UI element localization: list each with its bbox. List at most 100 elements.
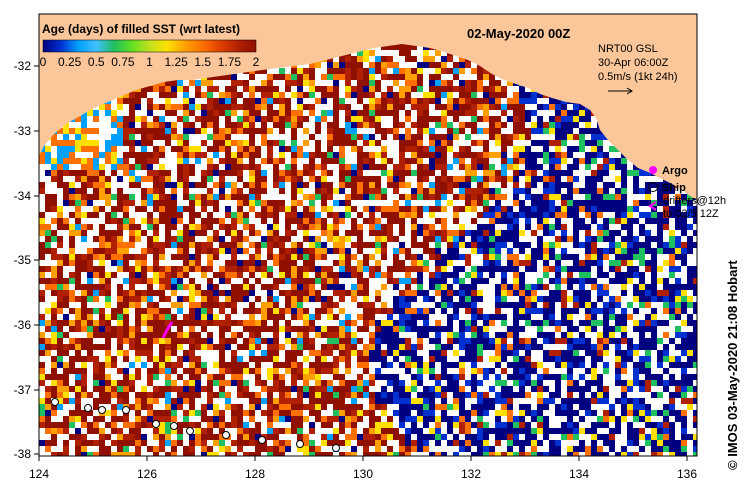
sst-cell <box>177 212 183 218</box>
sst-cell <box>387 308 393 314</box>
sst-cell <box>165 308 171 314</box>
sst-cell <box>81 176 87 182</box>
sst-cell <box>369 86 375 92</box>
sst-cell <box>105 344 111 350</box>
sst-cell <box>261 338 267 344</box>
sst-cell <box>513 320 519 326</box>
sst-cell <box>429 86 435 92</box>
sst-cell <box>591 350 597 356</box>
sst-cell <box>663 212 669 218</box>
sst-cell <box>123 308 129 314</box>
sst-cell <box>177 140 183 146</box>
sst-cell <box>405 110 411 116</box>
sst-cell <box>201 122 207 128</box>
sst-cell <box>549 116 555 122</box>
sst-cell <box>627 386 633 392</box>
sst-cell <box>39 296 45 302</box>
sst-cell <box>507 140 513 146</box>
sst-cell <box>183 332 189 338</box>
sst-cell <box>417 332 423 338</box>
sst-cell <box>405 344 411 350</box>
sst-cell <box>249 152 255 158</box>
sst-cell <box>255 362 261 368</box>
sst-cell <box>657 362 663 368</box>
sst-cell <box>369 320 375 326</box>
sst-cell <box>225 122 231 128</box>
sst-cell <box>477 338 483 344</box>
sst-cell <box>567 320 573 326</box>
sst-cell <box>651 380 657 386</box>
sst-cell <box>525 176 531 182</box>
sst-cell <box>531 248 537 254</box>
sst-cell <box>273 86 279 92</box>
sst-cell <box>495 296 501 302</box>
sst-cell <box>105 362 111 368</box>
sst-cell <box>633 188 639 194</box>
sst-cell <box>231 218 237 224</box>
sst-cell <box>297 350 303 356</box>
sst-cell <box>543 302 549 308</box>
sst-cell <box>459 104 465 110</box>
sst-cell <box>45 326 51 332</box>
sst-cell <box>297 302 303 308</box>
sst-cell <box>411 170 417 176</box>
sst-cell <box>435 290 441 296</box>
sst-cell <box>441 362 447 368</box>
sst-cell <box>657 296 663 302</box>
sst-cell <box>411 98 417 104</box>
sst-cell <box>669 254 675 260</box>
sst-cell <box>453 362 459 368</box>
sst-cell <box>435 98 441 104</box>
sst-cell <box>675 218 681 224</box>
sst-cell <box>495 350 501 356</box>
sst-cell <box>501 320 507 326</box>
sst-cell <box>537 386 543 392</box>
sst-cell <box>159 350 165 356</box>
sst-cell <box>189 344 195 350</box>
sst-cell <box>393 356 399 362</box>
sst-cell <box>543 284 549 290</box>
sst-cell <box>63 134 69 140</box>
sst-cell <box>645 296 651 302</box>
sst-cell <box>345 164 351 170</box>
sst-cell <box>471 92 477 98</box>
sst-cell <box>351 206 357 212</box>
sst-cell <box>333 212 339 218</box>
sst-cell <box>543 338 549 344</box>
sst-cell <box>225 278 231 284</box>
sst-cell <box>129 278 135 284</box>
sst-cell <box>357 242 363 248</box>
sst-cell <box>285 206 291 212</box>
sst-cell <box>471 188 477 194</box>
sst-cell <box>459 128 465 134</box>
sst-cell <box>165 98 171 104</box>
sst-cell <box>585 326 591 332</box>
sst-cell <box>435 164 441 170</box>
sst-cell <box>483 206 489 212</box>
sst-cell <box>117 188 123 194</box>
sst-cell <box>183 98 189 104</box>
sst-cell <box>57 362 63 368</box>
sst-cell <box>363 278 369 284</box>
sst-cell <box>237 176 243 182</box>
sst-cell <box>507 230 513 236</box>
sst-cell <box>399 296 405 302</box>
sst-cell <box>267 80 273 86</box>
sst-cell <box>357 350 363 356</box>
sst-cell <box>351 68 357 74</box>
sst-cell <box>591 176 597 182</box>
sst-cell <box>513 308 519 314</box>
sst-cell <box>201 182 207 188</box>
sst-cell <box>609 218 615 224</box>
sst-cell <box>609 242 615 248</box>
sst-cell <box>93 296 99 302</box>
sst-cell <box>303 248 309 254</box>
sst-cell <box>639 326 645 332</box>
sst-cell <box>105 254 111 260</box>
sst-cell <box>639 254 645 260</box>
sst-cell <box>567 380 573 386</box>
sst-cell <box>579 242 585 248</box>
sst-cell <box>81 356 87 362</box>
sst-cell <box>171 338 177 344</box>
sst-cell <box>111 230 117 236</box>
